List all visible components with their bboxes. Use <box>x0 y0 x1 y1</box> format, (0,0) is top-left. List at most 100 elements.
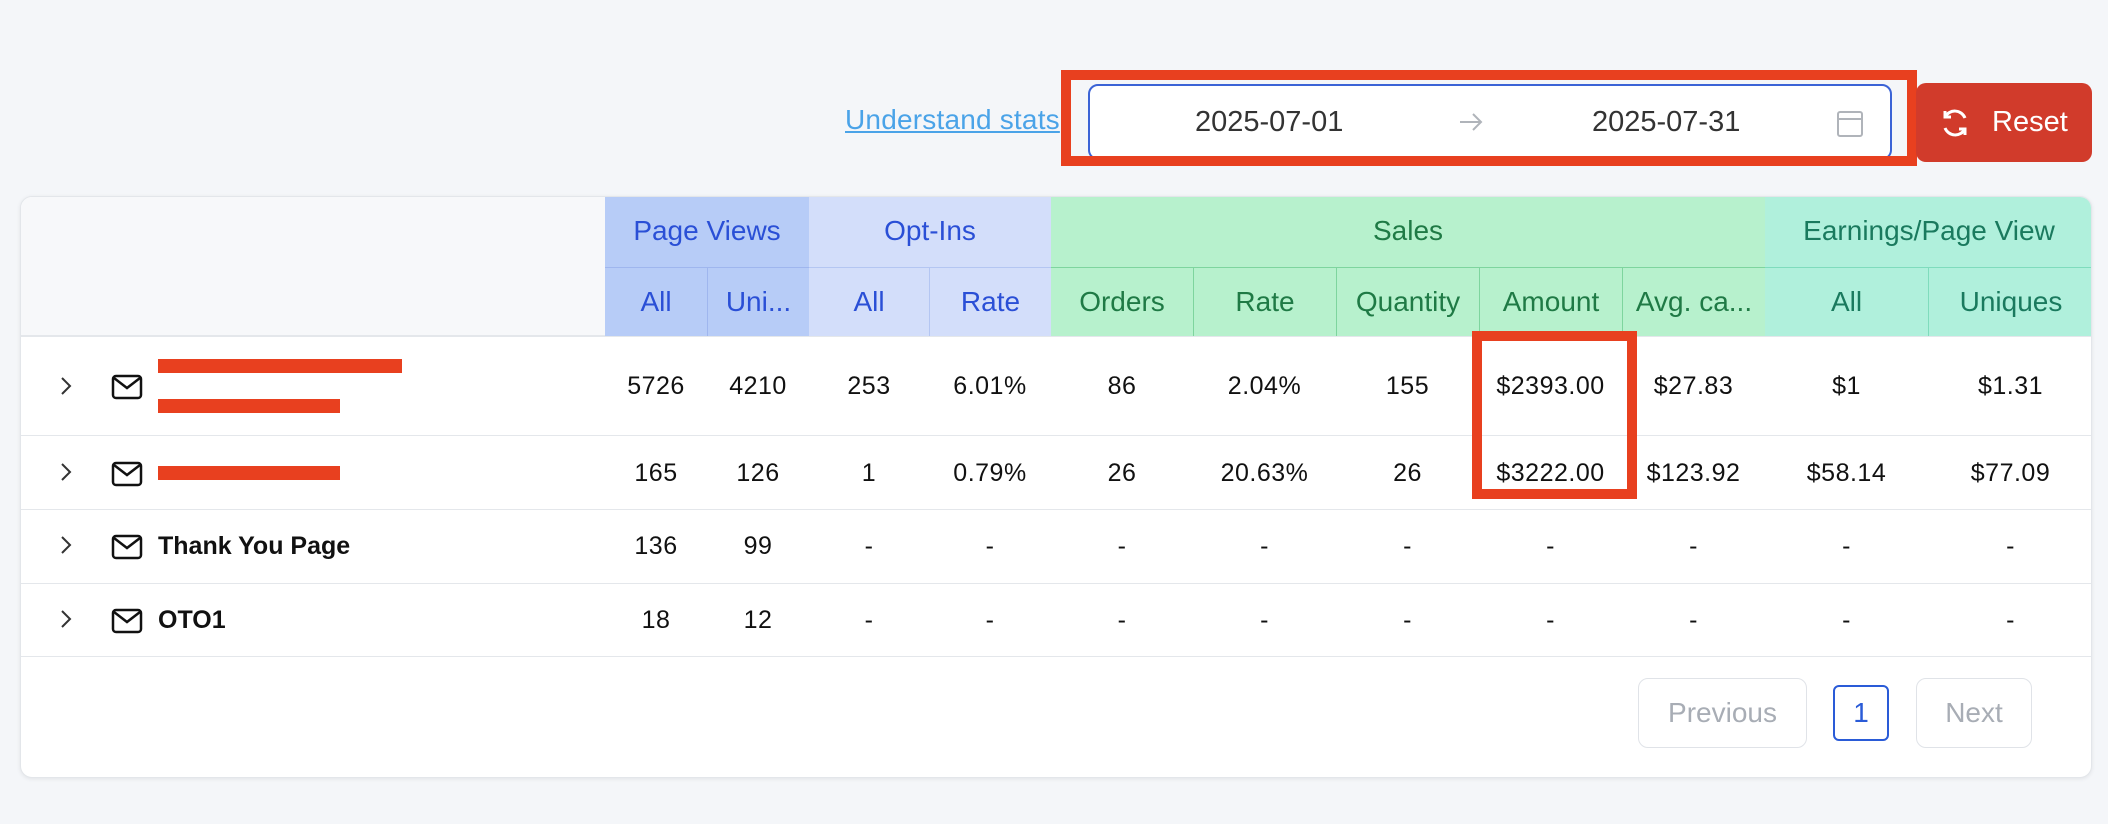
column-header-views-all[interactable]: All <box>605 267 707 336</box>
redacted-name <box>158 359 402 373</box>
group-header-earnings: Earnings/Page View <box>1765 197 2091 267</box>
cell-sales-amount: - <box>1546 606 1555 634</box>
redacted-name <box>158 399 340 413</box>
column-label: Uniques <box>1959 286 2063 317</box>
cell-views-uniques: 4210 <box>729 372 787 400</box>
cell-views-all: 18 <box>641 606 671 634</box>
column-header-sales-quantity[interactable]: Quantity <box>1336 267 1479 336</box>
cell-sales-quantity: - <box>1403 532 1412 560</box>
cell-optins-all: 1 <box>861 459 877 487</box>
reset-label: Reset <box>1992 106 2068 138</box>
cell-optins-rate: 0.79% <box>953 459 1027 487</box>
cell-sales-amount: $2393.00 <box>1496 372 1605 400</box>
cell-epv-uniques: - <box>2006 532 2015 560</box>
cell-epv-uniques: - <box>2006 606 2015 634</box>
cell-sales-orders: 26 <box>1107 459 1137 487</box>
column-header-sales-rate[interactable]: Rate <box>1193 267 1336 336</box>
column-header-optins-rate[interactable]: Rate <box>929 267 1051 336</box>
cell-views-all: 165 <box>634 459 678 487</box>
chevron-right-icon[interactable] <box>55 461 77 483</box>
column-label: All <box>1830 286 1863 317</box>
column-header-views-uniques[interactable]: Uni... <box>707 267 809 336</box>
reset-button[interactable]: Reset <box>1916 83 2092 162</box>
cell-epv-all: $58.14 <box>1806 459 1887 487</box>
previous-button[interactable]: Previous <box>1638 678 1807 748</box>
next-button[interactable]: Next <box>1916 678 2032 748</box>
group-label: Page Views <box>633 215 781 246</box>
end-date-input[interactable]: 2025-07-31 <box>1592 106 1741 138</box>
column-header-sales-amount[interactable]: Amount <box>1479 267 1622 336</box>
cell-epv-uniques: $1.31 <box>1977 372 2044 400</box>
chevron-right-icon[interactable] <box>55 375 77 397</box>
cell-sales-avg-cart: - <box>1689 532 1698 560</box>
cell-sales-orders: 86 <box>1107 372 1137 400</box>
toolbar: Understand stats 2025-07-01 2025-07-31 R… <box>0 0 2108 170</box>
cell-epv-all: $1 <box>1832 372 1861 400</box>
column-header-sales-avg-cart[interactable]: Avg. ca... <box>1622 267 1765 336</box>
date-range-picker[interactable]: 2025-07-01 2025-07-31 <box>1088 84 1892 160</box>
column-header-epv-uniques[interactable]: Uniques <box>1928 267 2091 336</box>
cell-optins-rate: 6.01% <box>953 372 1027 400</box>
cell-sales-avg-cart: - <box>1689 606 1698 634</box>
cell-optins-all: - <box>864 532 874 560</box>
understand-stats-link[interactable]: Understand stats <box>845 104 1060 135</box>
mail-icon <box>111 461 143 487</box>
cell-optins-all: 253 <box>847 372 891 400</box>
header-corner <box>21 197 605 336</box>
column-label: Uni... <box>725 286 792 317</box>
cell-sales-orders: - <box>1117 606 1127 634</box>
cell-sales-quantity: 26 <box>1393 459 1422 487</box>
stats-table: Page Views Opt-Ins Sales Earnings/Page V… <box>20 196 2092 778</box>
cell-views-uniques: 12 <box>743 606 773 634</box>
group-label: Sales <box>1372 215 1444 246</box>
group-header-opt-ins: Opt-Ins <box>809 197 1051 267</box>
column-label: Amount <box>1502 286 1600 317</box>
column-header-sales-orders[interactable]: Orders <box>1051 267 1193 336</box>
cell-epv-all: - <box>1842 532 1851 560</box>
table-row[interactable]: Thank You Page 136 99 - - - - - - - - - <box>21 509 2091 583</box>
cell-sales-rate: 20.63% <box>1220 459 1309 487</box>
cell-sales-quantity: - <box>1403 606 1412 634</box>
column-label: Rate <box>1235 286 1295 317</box>
mail-icon <box>111 608 143 634</box>
cell-optins-rate: - <box>985 606 995 634</box>
redacted-name <box>158 466 340 480</box>
column-label: Avg. ca... <box>1635 286 1753 317</box>
cell-sales-rate: - <box>1260 606 1269 634</box>
cell-sales-rate: 2.04% <box>1227 372 1302 400</box>
row-name[interactable]: Thank You Page <box>158 532 351 560</box>
chevron-right-icon[interactable] <box>55 608 77 630</box>
cell-sales-rate: - <box>1260 532 1269 560</box>
table-row[interactable]: 165 126 1 0.79% 26 20.63% 26 $3222.00 $1… <box>21 435 2091 509</box>
table-row[interactable]: OTO1 18 12 - - - - - - - - - <box>21 583 2091 657</box>
cell-views-uniques: 99 <box>743 532 773 560</box>
table-row[interactable]: 5726 4210 253 6.01% 86 2.04% 155 $2393.0… <box>21 336 2091 435</box>
start-date-input[interactable]: 2025-07-01 <box>1195 106 1344 138</box>
group-label: Opt-Ins <box>884 215 976 246</box>
cell-sales-avg-cart: $27.83 <box>1653 372 1734 400</box>
refresh-icon <box>1943 109 1967 136</box>
column-header-optins-all[interactable]: All <box>809 267 929 336</box>
cell-sales-amount: $3222.00 <box>1496 459 1605 487</box>
calendar-icon[interactable] <box>1836 108 1864 138</box>
cell-optins-rate: - <box>985 532 995 560</box>
column-label: Quantity <box>1355 286 1461 317</box>
chevron-right-icon[interactable] <box>55 534 77 556</box>
cell-views-all: 5726 <box>627 372 685 400</box>
page-1-button[interactable]: 1 <box>1833 685 1889 741</box>
cell-views-uniques: 126 <box>736 459 780 487</box>
cell-sales-orders: - <box>1117 532 1127 560</box>
column-header-epv-all[interactable]: All <box>1765 267 1928 336</box>
arrow-right-icon <box>1460 113 1483 131</box>
cell-sales-quantity: 155 <box>1385 372 1430 400</box>
column-label: Rate <box>960 286 1021 317</box>
cell-optins-all: - <box>864 606 874 634</box>
group-header-sales: Sales <box>1051 197 1765 267</box>
mail-icon <box>111 374 143 400</box>
cell-sales-amount: - <box>1546 532 1555 560</box>
row-name[interactable]: OTO1 <box>158 606 226 634</box>
column-label: Orders <box>1079 286 1165 317</box>
group-header-page-views: Page Views <box>605 197 809 267</box>
column-label: All <box>853 286 885 317</box>
mail-icon <box>111 534 143 560</box>
